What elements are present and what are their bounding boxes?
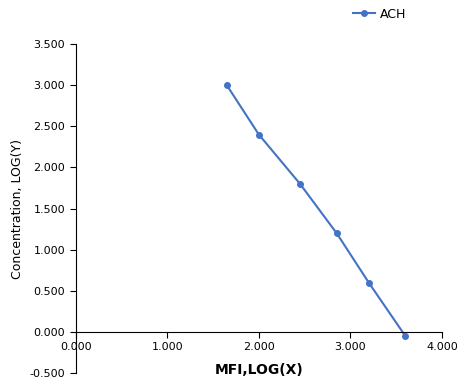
ACH <box>297 181 303 186</box>
ACH <box>366 280 371 285</box>
ACH <box>224 83 230 87</box>
Y-axis label: Concentration, LOG(Y): Concentration, LOG(Y) <box>11 139 24 279</box>
Line: ACH: ACH <box>224 82 408 339</box>
ACH <box>256 132 262 137</box>
X-axis label: MFI,LOG(X): MFI,LOG(X) <box>214 363 303 377</box>
ACH <box>334 231 340 236</box>
ACH <box>402 334 408 338</box>
Legend: ACH: ACH <box>353 7 407 21</box>
